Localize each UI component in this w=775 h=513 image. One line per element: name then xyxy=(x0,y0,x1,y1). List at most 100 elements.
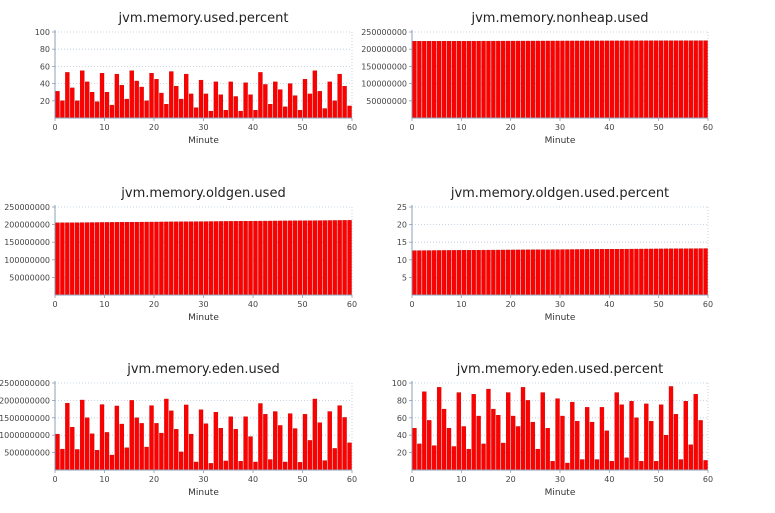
bar xyxy=(292,95,298,119)
bar xyxy=(417,41,422,119)
x-tick-label: 10 xyxy=(456,300,466,309)
bar xyxy=(287,220,293,296)
bar xyxy=(198,221,204,296)
y-tick-label: 20 xyxy=(397,221,407,230)
y-tick-label: 150000000 xyxy=(361,62,407,71)
bar xyxy=(634,248,639,296)
bar xyxy=(84,417,90,471)
bar xyxy=(65,222,70,296)
bar xyxy=(124,222,129,296)
bar xyxy=(668,386,674,471)
y-tick-label: 250000000 xyxy=(4,203,50,212)
bar xyxy=(317,422,323,471)
bar xyxy=(589,249,595,296)
chart-panel: jvm.memory.eden.used 500000000 1000000000 1… xyxy=(0,362,357,498)
bar xyxy=(698,40,703,119)
bar xyxy=(129,222,134,296)
bar xyxy=(486,249,491,296)
bar xyxy=(510,249,516,296)
bar xyxy=(75,449,80,471)
bar xyxy=(104,222,110,296)
bar xyxy=(575,40,580,119)
bar xyxy=(94,222,100,296)
y-tick-label: 100 xyxy=(392,379,407,388)
bar xyxy=(624,248,629,296)
bar xyxy=(337,220,342,296)
bar xyxy=(589,421,595,471)
chart-title: jvm.memory.eden.used xyxy=(126,362,280,377)
bar xyxy=(604,40,610,119)
bar xyxy=(263,414,268,471)
bar xyxy=(693,40,698,119)
bar xyxy=(658,404,664,471)
bar xyxy=(565,249,570,296)
bar xyxy=(223,460,228,471)
x-tick-label: 50 xyxy=(654,123,664,132)
bar xyxy=(432,41,437,119)
bar xyxy=(70,87,75,119)
y-tick-label: 60 xyxy=(397,414,407,423)
bar xyxy=(129,70,134,119)
x-tick-label: 40 xyxy=(604,300,614,309)
x-axis-label: Minute xyxy=(545,136,576,146)
bar xyxy=(258,72,263,119)
bar xyxy=(594,459,600,471)
bar xyxy=(218,221,224,296)
bar xyxy=(253,220,258,296)
y-tick-label: 100000000 xyxy=(4,256,50,265)
bar xyxy=(673,248,679,296)
bar xyxy=(347,105,352,119)
bar xyxy=(253,461,258,471)
bar xyxy=(60,100,65,119)
bar xyxy=(432,445,437,471)
y-tick-label: 1000000000 xyxy=(0,431,50,440)
bar xyxy=(456,40,462,119)
x-tick-label: 40 xyxy=(604,123,614,132)
bar xyxy=(545,428,550,471)
bar xyxy=(456,392,462,471)
bar xyxy=(114,73,120,119)
bar xyxy=(327,220,332,296)
bar xyxy=(164,221,169,296)
bar xyxy=(248,436,253,471)
bar xyxy=(436,41,442,119)
bar xyxy=(188,221,194,296)
bar xyxy=(501,40,506,119)
bar xyxy=(65,72,70,119)
chart-title: jvm.memory.used.percent xyxy=(118,11,289,26)
bar xyxy=(446,428,452,471)
bar xyxy=(273,411,278,471)
x-tick-label: 30 xyxy=(555,123,565,132)
bar xyxy=(456,250,462,296)
bar xyxy=(619,40,624,119)
bar xyxy=(486,388,491,471)
bar xyxy=(654,40,659,119)
bar xyxy=(159,221,164,296)
bar xyxy=(639,40,644,119)
bar xyxy=(124,98,129,119)
bar xyxy=(441,41,447,119)
y-tick-label: 200000000 xyxy=(361,45,407,54)
bar xyxy=(144,100,149,119)
y-tick-label: 60 xyxy=(40,62,50,71)
x-tick-label: 10 xyxy=(456,475,466,484)
bar xyxy=(501,442,506,471)
bar xyxy=(99,73,105,119)
x-tick-label: 30 xyxy=(198,123,208,132)
bar xyxy=(322,460,327,471)
bar xyxy=(124,447,129,471)
bar xyxy=(476,249,481,296)
bar xyxy=(550,249,555,296)
bar xyxy=(446,250,452,296)
bar xyxy=(327,81,332,119)
chart-panel: jvm.memory.oldgen.used.percent 5 10 15 20 25 0… xyxy=(397,186,713,323)
bar xyxy=(55,433,60,471)
chart-title: jvm.memory.nonheap.used xyxy=(471,11,649,26)
bar xyxy=(292,220,298,296)
bar xyxy=(268,459,273,471)
bar xyxy=(491,249,496,296)
x-tick-label: 60 xyxy=(703,475,713,484)
bar xyxy=(510,415,516,471)
bar xyxy=(337,405,342,471)
bar xyxy=(555,249,560,296)
